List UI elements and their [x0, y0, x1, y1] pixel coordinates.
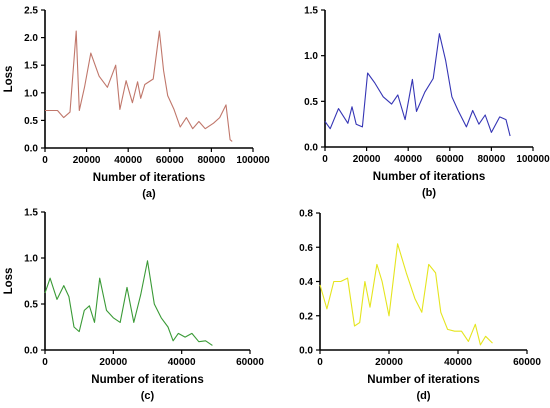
panel-1-x-tick-label: 40000: [394, 154, 422, 165]
panel-3-x-tick-label: 20000: [375, 357, 403, 368]
panel-1-x-tick-label: 60000: [436, 154, 464, 165]
panel-2-x-axis-title: Number of iterations: [91, 374, 203, 386]
panel-1-x-tick-label: 20000: [353, 154, 381, 165]
panel-0-x-axis-title: Number of iterations: [93, 172, 205, 184]
panel-0-x-tick-label: 20000: [73, 155, 101, 166]
panel-3-y-tick-label: 0.6: [299, 243, 313, 254]
panel-0-y-tick-label: 2.5: [24, 6, 38, 17]
panel-1-y-tick-label: 0.0: [304, 143, 318, 154]
panel-1-x-tick-label: 0: [322, 154, 328, 165]
panel-0-y-tick-label: 0.0: [24, 144, 38, 155]
panel-2-label: (c): [141, 390, 155, 402]
panel-0-y-axis-title: Loss: [3, 66, 15, 93]
panel-0-label: (a): [142, 188, 156, 200]
panel-1-x-axis-title: Number of iterations: [373, 171, 485, 183]
panel-1-y-tick-label: 1.0: [304, 51, 318, 62]
panel-2-y-tick-label: 1.5: [24, 208, 38, 219]
panel-0-x-tick-label: 100000: [236, 155, 270, 166]
panel-3-y-tick-label: 0.2: [299, 311, 313, 322]
panel-1-x-tick-label: 100000: [516, 154, 550, 165]
panel-2-x-tick-label: 20000: [99, 357, 127, 368]
panel-3-x-axis-title: Number of iterations: [367, 374, 479, 386]
panel-2-y-tick-label: 1.0: [24, 254, 38, 265]
panel-2-y-tick-label: 0.0: [24, 346, 38, 357]
panel-0-x-tick-label: 60000: [156, 155, 184, 166]
panel-2-series-line: [44, 260, 213, 346]
panel-1-series-line: [324, 33, 511, 137]
panel-3-label: (d): [416, 390, 430, 402]
panel-0-y-tick-label: 1.5: [24, 61, 38, 72]
panel-1-y-tick-label: 0.5: [304, 97, 318, 108]
panel-3-y-tick-label: 0.8: [299, 209, 313, 220]
panel-0-y-tick-label: 2.0: [24, 33, 38, 44]
panel-3-y-tick-label: 0.4: [299, 277, 313, 288]
panel-0-x-tick-label: 0: [42, 155, 48, 166]
panel-2-y-tick-label: 0.5: [24, 300, 38, 311]
panel-1-x-tick-label: 80000: [477, 154, 505, 165]
panel-2-x-tick-label: 60000: [236, 357, 264, 368]
panel-0-x-tick-label: 40000: [114, 155, 142, 166]
panel-0-series-line: [45, 30, 233, 142]
panel-3-y-tick-label: 0.0: [299, 346, 313, 357]
panel-3-x-tick-label: 0: [317, 357, 323, 368]
panel-3-x-tick-label: 40000: [444, 357, 472, 368]
panel-3-series-line: [319, 243, 493, 346]
panel-3-x-tick-label: 60000: [513, 357, 541, 368]
panel-0-y-tick-label: 1.0: [24, 88, 38, 99]
panel-1-y-tick-label: 1.5: [304, 6, 318, 17]
panel-0-y-tick-label: 0.5: [24, 116, 38, 127]
panel-2-x-tick-label: 40000: [168, 357, 196, 368]
panel-0-x-tick-label: 80000: [197, 155, 225, 166]
panel-1-label: (b): [422, 187, 436, 199]
panel-2-x-tick-label: 0: [42, 357, 48, 368]
panel-2-y-axis-title: Loss: [3, 268, 15, 295]
